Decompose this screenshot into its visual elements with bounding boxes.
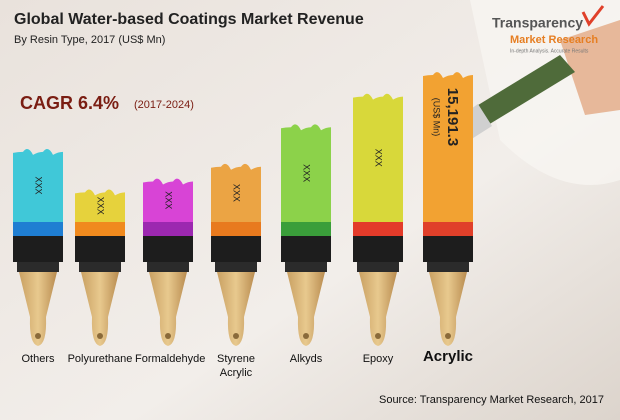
value-label: XXX xyxy=(164,191,174,209)
brush-handle xyxy=(429,272,467,346)
brush-ferrule xyxy=(215,262,257,272)
brush-ferrule xyxy=(17,262,59,272)
bar xyxy=(211,163,261,222)
bar xyxy=(423,72,473,222)
category-label: Alkyds xyxy=(289,353,323,365)
brush-handle xyxy=(19,272,57,346)
bar xyxy=(143,178,193,222)
value-label: XXX xyxy=(96,197,106,215)
bar xyxy=(13,149,63,222)
brush-band xyxy=(143,222,193,236)
brush-hole xyxy=(97,333,103,339)
brush-handle xyxy=(359,272,397,346)
brush-band xyxy=(423,222,473,236)
category-label: Styrene Acrylic xyxy=(217,353,255,379)
brush-bristle xyxy=(353,236,403,262)
brush-band xyxy=(13,222,63,236)
brush-bristle xyxy=(423,236,473,262)
brush-ferrule xyxy=(427,262,469,272)
brush-handle xyxy=(217,272,255,346)
brush-ferrule xyxy=(285,262,327,272)
value-unit: (US$ Mn) xyxy=(432,98,442,137)
category-label: Acrylic xyxy=(422,348,474,365)
brush-band xyxy=(75,222,125,236)
chart-title: Global Water-based Coatings Market Reven… xyxy=(14,11,364,28)
brush-band xyxy=(211,222,261,236)
bar xyxy=(75,189,125,222)
value-label: XXX xyxy=(232,184,242,202)
brush-bristle xyxy=(75,236,125,262)
value-label: XXX xyxy=(302,164,312,182)
brush-hole xyxy=(445,333,451,339)
value-label: 15,191.3 xyxy=(444,88,461,146)
brush-band xyxy=(281,222,331,236)
category-label: Polyurethane xyxy=(67,353,133,365)
brush-hole xyxy=(233,333,239,339)
category-label: Others xyxy=(21,353,55,365)
bar xyxy=(353,93,403,222)
brush-hole xyxy=(165,333,171,339)
logo-name: Transparency xyxy=(492,15,583,31)
brush-ferrule xyxy=(79,262,121,272)
bar xyxy=(281,124,331,222)
brush-handle xyxy=(287,272,325,346)
brush-bristle xyxy=(13,236,63,262)
logo-name2: Market Research xyxy=(510,34,598,46)
brush-band xyxy=(353,222,403,236)
category-label: Epoxy xyxy=(362,353,394,365)
value-label: XXX xyxy=(34,176,44,194)
brush-handle xyxy=(149,272,187,346)
logo: Transparency Market Research In-depth An… xyxy=(492,5,605,54)
source: Source: Transparency Market Research, 20… xyxy=(379,394,604,406)
brush-bristle xyxy=(281,236,331,262)
category-label: Formaldehyde xyxy=(135,353,206,365)
logo-check xyxy=(581,5,605,27)
brush-ferrule xyxy=(147,262,189,272)
brush-hole xyxy=(303,333,309,339)
brush-hole xyxy=(35,333,41,339)
brush-ferrule xyxy=(357,262,399,272)
brush-hole xyxy=(375,333,381,339)
brush-bristle xyxy=(143,236,193,262)
cagr-period: (2017-2024) xyxy=(134,99,194,111)
brush-handle xyxy=(81,272,119,346)
brush-bristle xyxy=(211,236,261,262)
value-label: XXX xyxy=(374,149,384,167)
cagr-label: CAGR 6.4% xyxy=(20,93,119,113)
logo-tagline: In-depth Analysis. Accurate Results xyxy=(510,48,589,54)
chart-subtitle: By Resin Type, 2017 (US$ Mn) xyxy=(14,34,165,46)
